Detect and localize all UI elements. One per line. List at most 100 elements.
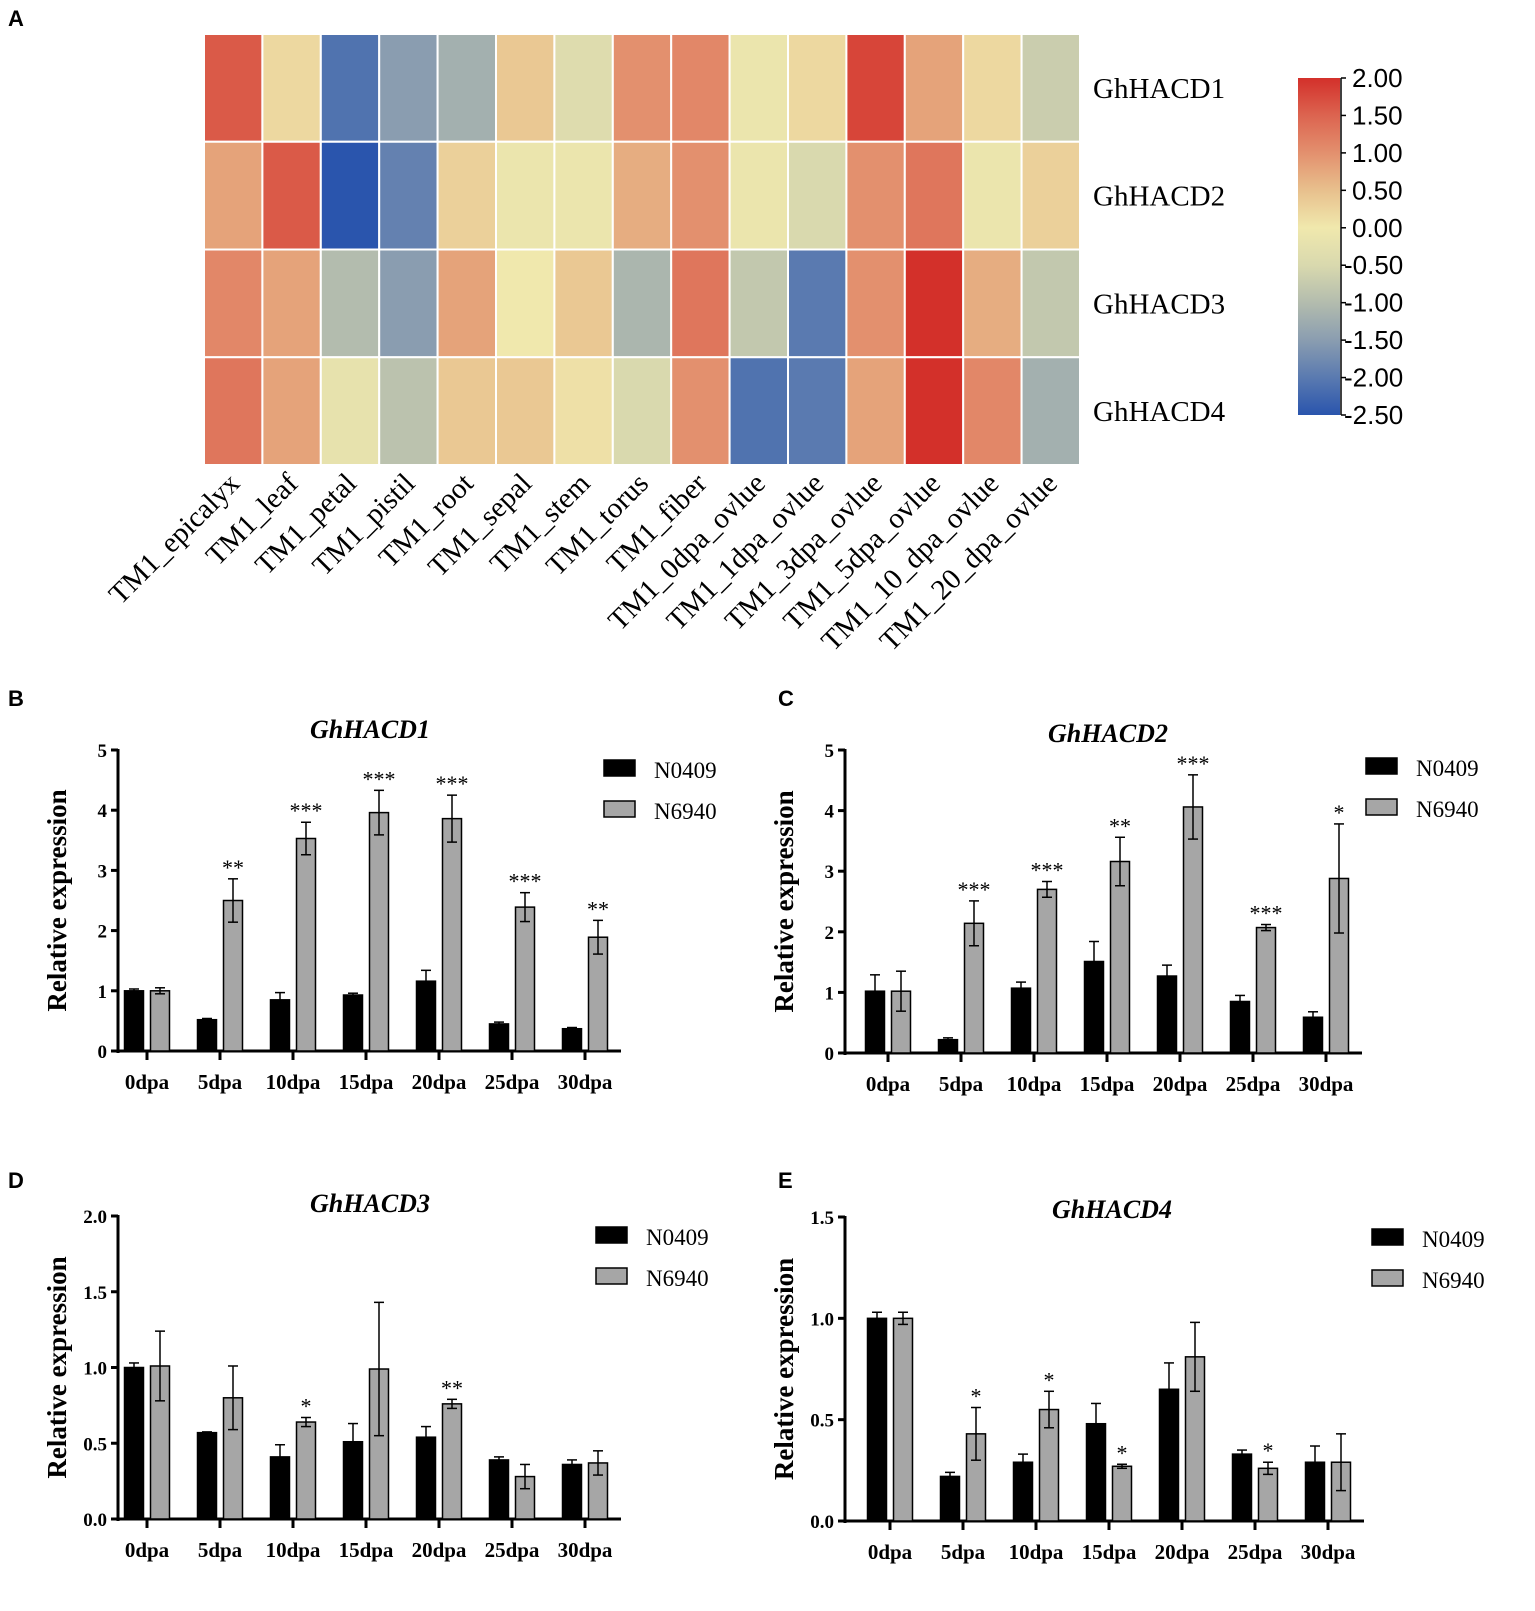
significance-marker: *** <box>1250 901 1283 926</box>
y-tick-label: 1.5 <box>810 1208 834 1229</box>
legend-swatch-n0409 <box>595 1226 628 1244</box>
heatmap-cell <box>495 248 556 359</box>
bar-n0409 <box>415 1436 437 1520</box>
legend-label: N6940 <box>654 799 717 824</box>
heatmap-cell <box>611 33 673 143</box>
heatmap-cell <box>611 248 673 359</box>
x-tick-label: 10dpa <box>1009 1540 1064 1564</box>
colorbar-tick-label: 0.50 <box>1352 175 1403 205</box>
x-tick-label: 0dpa <box>868 1540 913 1564</box>
y-tick-label: 1 <box>98 982 108 1003</box>
significance-marker: * <box>1044 1367 1055 1392</box>
significance-marker: * <box>301 1393 312 1418</box>
y-tick-label: 1.0 <box>810 1309 834 1330</box>
y-tick-label: 2.0 <box>83 1207 107 1228</box>
significance-marker: ** <box>1109 813 1131 838</box>
x-tick-label: 5dpa <box>198 1070 243 1094</box>
heatmap-cell <box>611 140 673 251</box>
heatmap-cell <box>1020 33 1081 143</box>
significance-marker: *** <box>1031 858 1064 883</box>
bar-n0409 <box>123 1366 145 1520</box>
x-tick-label: 15dpa <box>1080 1072 1135 1096</box>
heatmap-cell <box>670 356 731 466</box>
bar-n6940 <box>441 817 463 1052</box>
heatmap-cell <box>203 356 264 466</box>
heatmap-cell <box>319 33 381 143</box>
heatmap-cell <box>261 356 322 466</box>
chart-title: GhHACD3 <box>310 1189 430 1218</box>
colorbar-tick-label: -2.50 <box>1344 400 1403 430</box>
colorbar-tick-label: 1.00 <box>1352 138 1403 168</box>
heatmap-cell <box>962 33 1023 143</box>
bar-n0409 <box>196 1018 218 1052</box>
colorbar-tick-label: 1.50 <box>1352 100 1403 130</box>
heatmap-cell <box>553 140 614 251</box>
heatmap-cell <box>495 33 556 143</box>
heatmap-cell <box>436 33 498 143</box>
bar-n6940 <box>368 811 390 1052</box>
row-label: GhHACD2 <box>1093 181 1225 213</box>
heatmap-cell <box>495 140 556 251</box>
bar-n6940 <box>149 990 171 1052</box>
bar-n6940 <box>1257 1467 1279 1522</box>
y-tick-label: 0.5 <box>810 1411 834 1432</box>
significance-marker: ** <box>587 896 609 921</box>
y-tick-label: 5 <box>98 741 108 762</box>
y-tick-label: 4 <box>825 802 835 823</box>
y-tick-label: 3 <box>98 861 108 882</box>
heatmap-cell <box>553 356 614 466</box>
bar-n0409 <box>561 1463 583 1520</box>
y-tick-label: 0.0 <box>810 1512 834 1533</box>
heatmap-cell <box>670 33 731 143</box>
colorbar <box>1298 78 1340 415</box>
heatmap-cell <box>787 248 848 359</box>
bar-n0409 <box>342 994 364 1052</box>
x-tick-label: 25dpa <box>1228 1540 1283 1564</box>
chart-title: GhHACD2 <box>1048 719 1168 748</box>
heatmap-cell <box>553 248 614 359</box>
significance-marker: *** <box>509 869 542 894</box>
x-tick-label: 30dpa <box>1299 1072 1354 1096</box>
y-tick-label: 1.5 <box>83 1283 107 1304</box>
x-tick-label: 15dpa <box>339 1070 394 1094</box>
legend-swatch-n6940 <box>1365 798 1398 816</box>
significance-marker: *** <box>290 798 323 823</box>
panel-label-b: B <box>8 686 24 711</box>
x-tick-label: 15dpa <box>1082 1540 1137 1564</box>
colorbar-tick-label: 0.00 <box>1352 213 1403 243</box>
heatmap-cell <box>203 248 264 359</box>
heatmap-cell <box>903 33 965 143</box>
heatmap-cell <box>378 33 439 143</box>
x-tick-label: 0dpa <box>125 1538 170 1562</box>
bar-n0409 <box>1231 1453 1253 1522</box>
heatmap-cell <box>903 248 965 359</box>
heatmap-cell <box>1020 248 1081 359</box>
x-tick-label: 15dpa <box>339 1538 394 1562</box>
bar-n6940 <box>441 1403 463 1520</box>
legend-label: N0409 <box>654 758 717 783</box>
y-tick-label: 1.0 <box>83 1359 107 1380</box>
y-tick-label: 0.5 <box>83 1434 107 1455</box>
x-tick-label: 10dpa <box>266 1070 321 1094</box>
bar-n6940 <box>1109 860 1131 1054</box>
chart-title: GhHACD4 <box>1052 1195 1172 1224</box>
bar-n6940 <box>892 1317 914 1522</box>
y-tick-label: 5 <box>825 741 835 762</box>
x-tick-label: 10dpa <box>266 1538 321 1562</box>
legend-swatch-n6940 <box>595 1267 628 1285</box>
x-tick-label: 5dpa <box>198 1538 243 1562</box>
legend-swatch-n6940 <box>603 800 636 818</box>
heatmap-cell <box>553 33 614 143</box>
legend-swatch-n0409 <box>603 759 636 777</box>
bar-n6940 <box>1036 888 1058 1054</box>
heatmap-cell <box>962 356 1023 466</box>
y-tick-label: 1 <box>825 983 835 1004</box>
heatmap-cell <box>378 140 439 251</box>
significance-marker: *** <box>958 877 991 902</box>
panel-label-e: E <box>778 1168 793 1193</box>
heatmap-cell <box>787 33 848 143</box>
chart-title: GhHACD1 <box>310 715 430 744</box>
x-tick-label: 20dpa <box>1155 1540 1210 1564</box>
heatmap-cell <box>845 140 906 251</box>
significance-marker: * <box>1117 1440 1128 1465</box>
